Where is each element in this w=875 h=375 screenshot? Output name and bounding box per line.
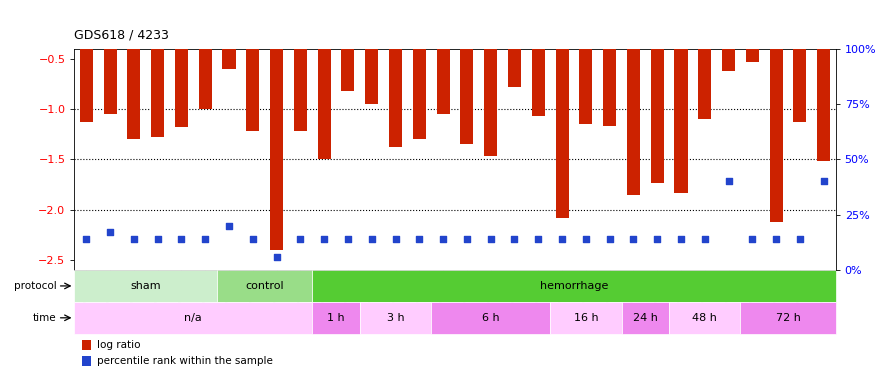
Bar: [82, 340, 91, 350]
Bar: [127, 9, 140, 139]
Bar: [151, 9, 164, 137]
Text: GDS618 / 4233: GDS618 / 4233: [74, 28, 169, 41]
Bar: [80, 9, 93, 122]
Point: [650, 236, 664, 242]
Point: [674, 236, 688, 242]
Point: [507, 236, 522, 242]
Text: percentile rank within the sample: percentile rank within the sample: [97, 356, 273, 366]
Bar: [507, 9, 521, 87]
Bar: [621, 302, 669, 334]
Bar: [318, 9, 331, 159]
Bar: [360, 302, 431, 334]
Bar: [626, 9, 640, 195]
Bar: [389, 9, 402, 147]
Bar: [365, 9, 378, 104]
Bar: [175, 9, 188, 127]
Bar: [199, 9, 212, 109]
Bar: [603, 9, 616, 126]
Point: [746, 236, 760, 242]
Point: [816, 178, 830, 184]
Bar: [312, 270, 836, 302]
Point: [365, 236, 379, 242]
Point: [317, 236, 331, 242]
Point: [697, 236, 711, 242]
Point: [222, 223, 236, 229]
Bar: [103, 9, 116, 114]
Bar: [437, 9, 450, 114]
Text: 48 h: 48 h: [692, 313, 717, 323]
Bar: [460, 9, 473, 144]
Bar: [74, 302, 312, 334]
Point: [603, 236, 617, 242]
Text: 24 h: 24 h: [633, 313, 658, 323]
Point: [460, 236, 474, 242]
Point: [793, 236, 807, 242]
Bar: [746, 9, 759, 62]
Bar: [532, 9, 545, 116]
Point: [127, 236, 141, 242]
Bar: [222, 9, 235, 69]
Bar: [740, 302, 836, 334]
Text: sham: sham: [130, 281, 161, 291]
Text: 3 h: 3 h: [387, 313, 404, 323]
Point: [388, 236, 402, 242]
Text: control: control: [245, 281, 284, 291]
Bar: [341, 9, 354, 91]
Point: [270, 254, 284, 260]
Text: 1 h: 1 h: [327, 313, 345, 323]
Bar: [431, 302, 550, 334]
Point: [484, 236, 498, 242]
Point: [555, 236, 569, 242]
Bar: [294, 9, 307, 131]
Bar: [413, 9, 426, 139]
Text: 6 h: 6 h: [482, 313, 500, 323]
Point: [293, 236, 307, 242]
Bar: [74, 270, 217, 302]
Bar: [675, 9, 688, 193]
Bar: [770, 9, 783, 222]
Point: [769, 236, 783, 242]
Bar: [312, 302, 360, 334]
Point: [722, 178, 736, 184]
Text: n/a: n/a: [185, 313, 202, 323]
Point: [199, 236, 213, 242]
Text: hemorrhage: hemorrhage: [540, 281, 608, 291]
Bar: [484, 9, 497, 156]
Point: [103, 230, 117, 236]
Text: 72 h: 72 h: [775, 313, 801, 323]
Text: time: time: [33, 313, 57, 323]
Bar: [246, 9, 259, 131]
Bar: [556, 9, 569, 218]
Bar: [669, 302, 740, 334]
Bar: [579, 9, 592, 124]
Text: protocol: protocol: [14, 281, 57, 291]
Bar: [722, 9, 735, 71]
Point: [412, 236, 426, 242]
Bar: [817, 9, 830, 161]
Bar: [82, 356, 91, 366]
Bar: [794, 9, 807, 122]
Point: [579, 236, 593, 242]
Bar: [217, 270, 312, 302]
Bar: [270, 9, 284, 250]
Point: [174, 236, 188, 242]
Point: [626, 236, 640, 242]
Text: log ratio: log ratio: [97, 340, 141, 350]
Bar: [550, 302, 621, 334]
Text: 16 h: 16 h: [573, 313, 598, 323]
Point: [80, 236, 94, 242]
Point: [150, 236, 164, 242]
Point: [341, 236, 355, 242]
Bar: [651, 9, 664, 183]
Point: [531, 236, 545, 242]
Bar: [698, 9, 711, 119]
Point: [246, 236, 260, 242]
Point: [436, 236, 450, 242]
